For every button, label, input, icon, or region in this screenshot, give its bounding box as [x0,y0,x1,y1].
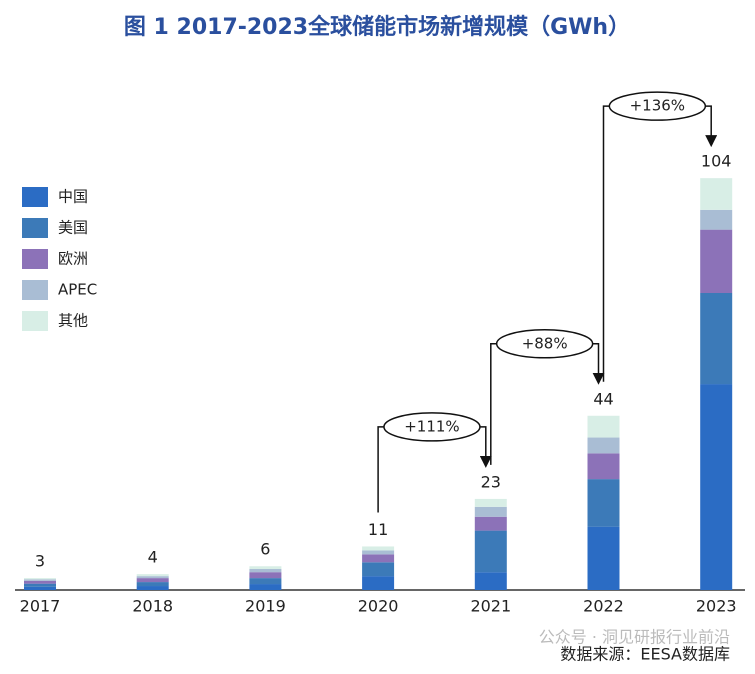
bar-segment [587,479,620,527]
bar-segment [24,583,56,587]
source: 数据来源：EESA数据库 [560,645,730,664]
bar-segment [474,516,507,531]
x-tick-label: 2019 [245,597,286,616]
growth-bubble [383,412,481,442]
bar-segment [249,584,282,590]
bar-segment [362,562,395,577]
x-tick-label: 2023 [696,597,737,616]
bar-segment [24,580,56,584]
bar-segment [24,579,56,581]
bar-segment [700,229,733,293]
growth-label: +136% [630,97,685,115]
legend-swatch [22,311,48,331]
bar-segment [474,572,507,590]
bar-segment [24,578,56,580]
growth-bubble [608,91,707,121]
x-tick-label: 2017 [20,597,61,616]
legend-swatch [22,280,48,300]
total-label: 44 [593,389,613,408]
total-label: 11 [368,520,388,539]
total-label: 23 [481,472,501,491]
chart-title: 图 1 2017-2023全球储能市场新增规模（GWh） [124,14,630,40]
bar-segment [249,569,282,573]
bar-segment [136,578,169,583]
bar-segment [587,526,620,590]
growth-arrow [602,105,718,382]
legend-label: APEC [58,281,97,299]
bar-segment [136,586,169,590]
bar-segment [362,550,395,555]
total-label: 4 [148,548,158,567]
bar-segment [587,453,620,480]
bar-segment [587,437,620,454]
bar-segment [136,574,169,577]
bar-segment [474,530,507,573]
bar-segment [700,178,733,210]
bar-segment [700,293,733,385]
bar-segment [700,209,733,230]
bar-segment [362,576,395,590]
bar-segment [24,586,56,590]
x-tick-label: 2021 [470,597,511,616]
legend-swatch [22,187,48,207]
x-tick-label: 2018 [132,597,173,616]
bar-segment [474,506,507,517]
x-tick-label: 2022 [583,597,624,616]
bar-segment [249,566,282,570]
legend-label: 其他 [58,312,88,330]
total-label: 3 [35,552,45,571]
legend-label: 欧洲 [58,250,88,268]
growth-label: +88% [522,334,568,352]
x-tick-label: 2020 [358,597,399,616]
legend-label: 中国 [58,188,88,206]
legend-swatch [22,249,48,269]
total-label: 104 [701,152,732,171]
bar-segment [136,576,169,579]
bar-segment [249,572,282,579]
watermark: 公众号 · 洞见研报行业前沿 [539,628,730,647]
bar-segment [474,498,507,507]
bar-segment [136,582,169,587]
growth-bubble [495,329,594,359]
growth-label: +111% [404,417,459,435]
legend-swatch [22,218,48,238]
bar-segment [249,578,282,585]
bar-segment [587,415,620,438]
total-label: 6 [260,540,270,559]
growth-arrow [490,343,605,465]
legend-label: 美国 [58,219,88,237]
bar-segment [700,384,733,590]
bar-segment [362,546,395,551]
bar-segment [362,554,395,563]
